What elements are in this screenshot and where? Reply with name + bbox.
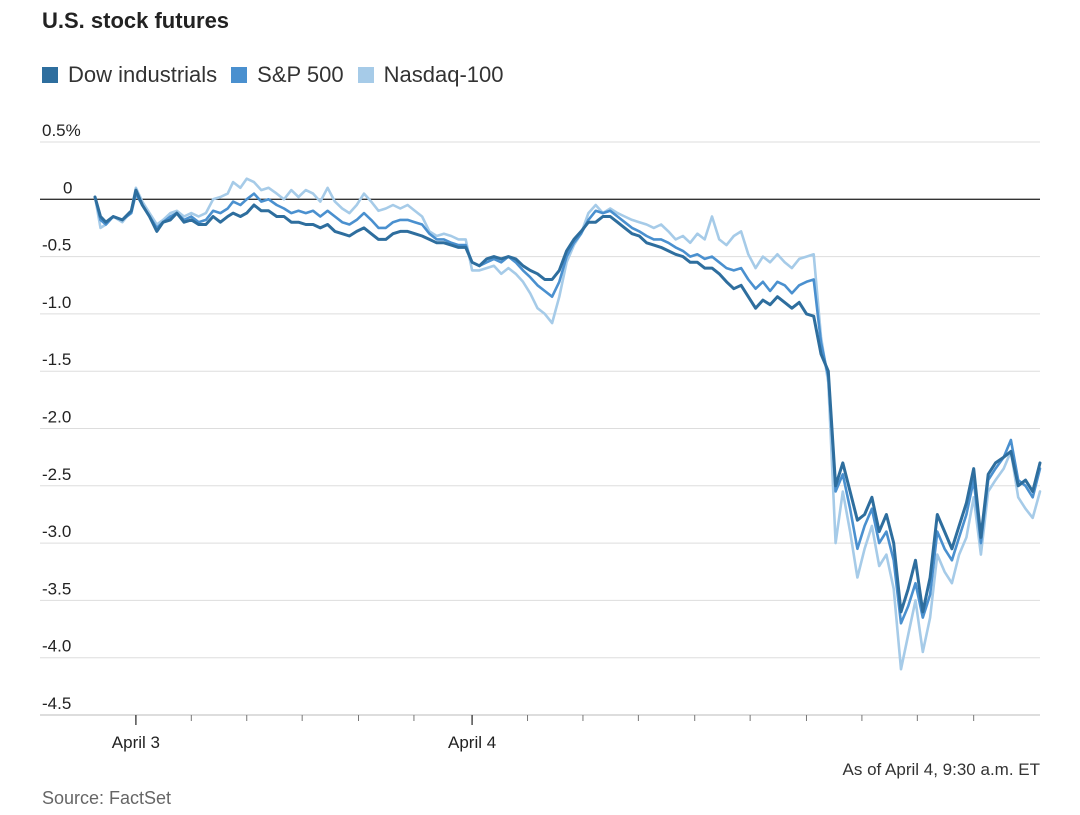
x-axis: April 3 April 4 bbox=[112, 715, 975, 752]
chart-legend: Dow industrials S&P 500 Nasdaq-100 bbox=[42, 62, 518, 88]
x-tick-label: April 4 bbox=[448, 733, 496, 752]
y-axis-tick-labels: 0.5% 0 -0.5 -1.0 -1.5 -2.0 -2.5 -3.0 -3.5 -4.0 -4.… bbox=[42, 121, 81, 713]
legend-item-nasdaq: Nasdaq-100 bbox=[357, 62, 504, 88]
as-of-note: As of April 4, 9:30 a.m. ET bbox=[842, 760, 1040, 779]
legend-swatch-sp500 bbox=[231, 67, 248, 83]
y-tick-label: -4.0 bbox=[42, 637, 71, 656]
y-tick-label: -0.5 bbox=[42, 236, 71, 255]
legend-label-sp500: S&P 500 bbox=[257, 62, 344, 87]
x-tick-label: April 3 bbox=[112, 733, 160, 752]
legend-swatch-dow bbox=[42, 67, 58, 83]
y-tick-label: 0.5% bbox=[42, 121, 81, 140]
legend-swatch-nasdaq bbox=[357, 67, 374, 83]
y-tick-label: -2.0 bbox=[42, 408, 71, 427]
legend-label-dow: Dow industrials bbox=[68, 62, 218, 87]
y-tick-label: 0 bbox=[63, 178, 72, 197]
legend-label-nasdaq: Nasdaq-100 bbox=[383, 62, 504, 87]
series-line-nasdaq-100 bbox=[93, 177, 1042, 671]
y-tick-label: -3.0 bbox=[42, 522, 71, 541]
y-tick-label: -4.5 bbox=[42, 694, 71, 713]
series-lines bbox=[93, 177, 1042, 671]
legend-item-sp500: S&P 500 bbox=[231, 62, 344, 88]
chart-title: U.S. stock futures bbox=[42, 8, 230, 33]
series-line-dow-industrials bbox=[93, 188, 1042, 614]
y-tick-label: -1.0 bbox=[42, 293, 71, 312]
y-tick-label: -3.5 bbox=[42, 579, 71, 598]
legend-item-dow: Dow industrials bbox=[42, 62, 217, 88]
series-line-s-p-500 bbox=[93, 192, 1042, 625]
y-tick-label: -1.5 bbox=[42, 350, 71, 369]
y-tick-label: -2.5 bbox=[42, 465, 71, 484]
source-note: Source: FactSet bbox=[42, 788, 172, 808]
gridlines bbox=[40, 141, 1040, 716]
